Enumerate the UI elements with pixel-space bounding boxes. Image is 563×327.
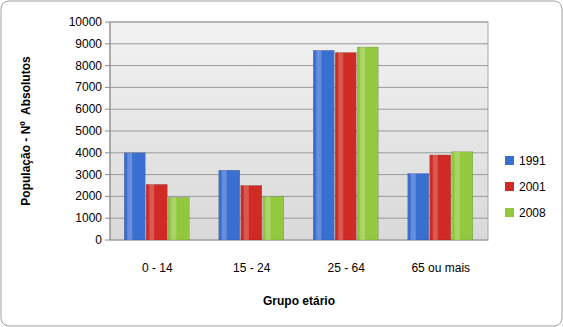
bar-highlight	[338, 53, 343, 240]
y-axis-title: População - Nº Absolutos	[19, 56, 33, 206]
bar	[241, 186, 262, 241]
y-tick-label: 9000	[75, 37, 102, 51]
y-tick-label: 8000	[75, 59, 102, 73]
legend-swatch	[505, 156, 514, 165]
bar-highlight	[222, 170, 227, 240]
grid-line	[110, 43, 488, 44]
bar	[124, 153, 145, 240]
grid-line	[110, 152, 488, 153]
bar-highlight	[411, 174, 416, 240]
bar-highlight	[455, 152, 460, 240]
bar	[430, 155, 451, 240]
chart-container: 0 1000 2000 3000 4000 5000 6000 7000 8000 9000 100…	[0, 0, 563, 327]
bar-highlight	[127, 153, 132, 240]
y-tick-label: 0	[95, 233, 102, 247]
legend-label: 2001	[519, 180, 546, 194]
bar	[357, 47, 378, 240]
legend-label: 1991	[519, 154, 546, 168]
chart-svg: 0 1000 2000 3000 4000 5000 6000 7000 8000 9000 100…	[0, 0, 563, 327]
bar-highlight	[266, 196, 271, 240]
tick-mark	[105, 174, 110, 175]
x-tick-label: 65 ou mais	[411, 261, 470, 275]
grid-line	[110, 131, 488, 132]
tick-mark	[105, 22, 110, 23]
bar	[313, 50, 334, 240]
bar	[335, 53, 356, 240]
bar-highlight	[360, 47, 365, 240]
plot-area	[110, 22, 488, 240]
bar-highlight	[433, 155, 438, 240]
y-tick-label: 7000	[75, 80, 102, 94]
bar-highlight	[171, 197, 176, 240]
tick-mark	[105, 43, 110, 44]
bar	[408, 174, 429, 240]
tick-mark	[105, 131, 110, 132]
bar-highlight	[244, 186, 249, 241]
tick-mark	[105, 87, 110, 88]
legend-swatch	[505, 208, 514, 217]
y-tick-label: 5000	[75, 124, 102, 138]
tick-mark	[105, 109, 110, 110]
y-axis-line	[110, 22, 111, 240]
legend-swatch	[505, 182, 514, 191]
tick-mark	[105, 65, 110, 66]
y-tick-label: 3000	[75, 168, 102, 182]
x-tick-label: 0 - 14	[142, 261, 173, 275]
bar	[219, 170, 240, 240]
bar	[168, 197, 189, 240]
tick-mark	[105, 152, 110, 153]
y-tick-label: 1000	[75, 211, 102, 225]
bar-highlight	[316, 50, 321, 240]
grid-line	[110, 65, 488, 66]
x-tick-label: 25 - 64	[328, 261, 366, 275]
tick-mark	[105, 196, 110, 197]
tick-mark	[105, 240, 110, 241]
y-tick-label: 2000	[75, 189, 102, 203]
legend-label: 2008	[519, 206, 546, 220]
grid-line	[110, 22, 488, 23]
y-tick-label: 4000	[75, 146, 102, 160]
y-tick-label: 6000	[75, 102, 102, 116]
bars	[124, 47, 473, 240]
x-tick-label: 15 - 24	[233, 261, 271, 275]
tick-mark	[105, 218, 110, 219]
bar	[146, 184, 167, 240]
chart-frame	[1, 1, 562, 326]
y-tick-label: 10000	[69, 15, 103, 29]
bar	[452, 152, 473, 240]
bar-highlight	[149, 184, 154, 240]
bar	[263, 196, 284, 240]
x-axis-title: Grupo etário	[263, 294, 335, 308]
grid-line	[110, 87, 488, 88]
grid-line	[110, 109, 488, 110]
